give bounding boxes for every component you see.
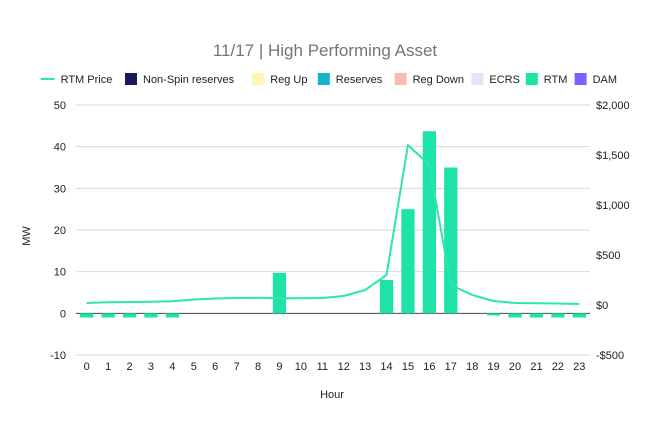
bar-rtm	[572, 313, 586, 318]
y2-tick-label: $1,500	[596, 150, 630, 162]
bar-rtm	[272, 272, 287, 314]
legend-label: Non-Spin reserves	[143, 74, 235, 86]
price-line	[86, 144, 580, 305]
legend-swatch	[252, 73, 265, 85]
y-tick-label: 10	[54, 267, 66, 279]
x-tick-label: 7	[234, 361, 240, 373]
legend-swatch	[317, 73, 330, 85]
legend-item: RTM Price	[40, 74, 113, 86]
y-tick-label: 0	[60, 308, 66, 320]
x-tick-label: 8	[255, 361, 261, 373]
legend-label: Reg Up	[270, 74, 307, 86]
x-tick-label: 17	[445, 361, 457, 373]
x-tick-label: 2	[126, 361, 132, 373]
x-tick-label: 11	[317, 361, 328, 373]
bars	[80, 131, 586, 318]
legend: RTM Price Non-Spin reserves Reg Up Reserves…	[40, 73, 617, 86]
chart-title: 11/17 | High Performing Asset	[213, 41, 438, 60]
x-tick-label: 4	[169, 361, 175, 373]
legend-swatch	[525, 73, 538, 85]
bar-rtm	[551, 313, 565, 318]
legend-label: RTM	[544, 74, 568, 86]
x-tick-label: 16	[423, 361, 435, 373]
x-axis-ticks: 0 1 2 3 4 5 6 7 8 9 10 11 12 13 14 15 16 17 18 19 20 21 22 23	[84, 361, 586, 373]
legend-item: Reg Down	[394, 73, 464, 86]
price-line-group	[86, 144, 580, 305]
x-tick-label: 18	[466, 361, 478, 373]
legend-item: Non-Spin reserves	[125, 73, 235, 86]
bar-rtm	[144, 313, 158, 318]
y2-axis-ticks: -$500 $0 $500 $1,000 $1,500 $2,000	[596, 100, 630, 362]
x-tick-label: 0	[84, 361, 90, 373]
x-axis-label: Hour	[320, 389, 344, 401]
y-tick-label: 40	[54, 142, 66, 154]
y-tick-label: -10	[50, 350, 66, 362]
legend-item: Reg Up	[252, 73, 307, 86]
x-tick-label: 22	[552, 361, 564, 373]
x-tick-label: 14	[380, 361, 392, 373]
x-tick-label: 20	[509, 361, 521, 373]
bar-rtm	[401, 209, 415, 314]
x-tick-label: 1	[105, 361, 111, 373]
y2-tick-label: $0	[596, 300, 608, 312]
legend-swatch	[394, 73, 407, 85]
bar-rtm	[165, 313, 180, 318]
x-tick-label: 9	[276, 361, 282, 373]
legend-item: RTM	[525, 73, 568, 86]
bar-rtm	[379, 280, 394, 314]
bar-rtm	[508, 313, 522, 318]
legend-item: DAM	[574, 73, 617, 86]
y-tick-label: 50	[54, 100, 66, 112]
x-tick-label: 3	[148, 361, 154, 373]
bar-rtm	[101, 313, 115, 318]
y2-tick-label: $1,000	[596, 200, 630, 212]
y2-tick-label: $2,000	[596, 100, 630, 112]
bar-rtm	[486, 313, 501, 316]
y-axis-ticks: -10 0 10 20 30 40 50	[50, 100, 66, 362]
legend-swatch	[471, 73, 484, 85]
x-tick-label: 5	[191, 361, 197, 373]
x-tick-label: 19	[488, 361, 500, 373]
legend-label: ECRS	[489, 74, 520, 86]
bar-rtm	[529, 313, 544, 318]
legend-swatch	[574, 73, 587, 85]
legend-item: Reserves	[317, 73, 383, 86]
legend-label: DAM	[593, 74, 617, 86]
gridlines	[76, 104, 590, 356]
x-tick-label: 10	[295, 361, 307, 373]
y2-tick-label: -$500	[596, 350, 624, 362]
y-axis-label: MW	[21, 226, 33, 246]
bar-rtm	[422, 131, 437, 314]
y-tick-label: 30	[54, 183, 66, 195]
x-tick-label: 23	[573, 361, 585, 373]
x-tick-label: 12	[338, 361, 350, 373]
legend-label: Reserves	[336, 74, 383, 86]
bar-rtm	[444, 167, 458, 314]
y-tick-label: 20	[54, 225, 66, 237]
x-tick-label: 6	[212, 361, 218, 373]
legend-swatch	[125, 73, 137, 85]
legend-label: Reg Down	[413, 74, 464, 86]
legend-item: ECRS	[471, 73, 520, 86]
bar-rtm	[122, 313, 137, 318]
y2-tick-label: $500	[596, 250, 620, 262]
x-tick-label: 13	[359, 361, 371, 373]
x-tick-label: 21	[530, 361, 542, 373]
x-tick-label: 15	[402, 361, 414, 373]
bar-rtm	[80, 313, 94, 318]
legend-label: RTM Price	[61, 74, 113, 86]
